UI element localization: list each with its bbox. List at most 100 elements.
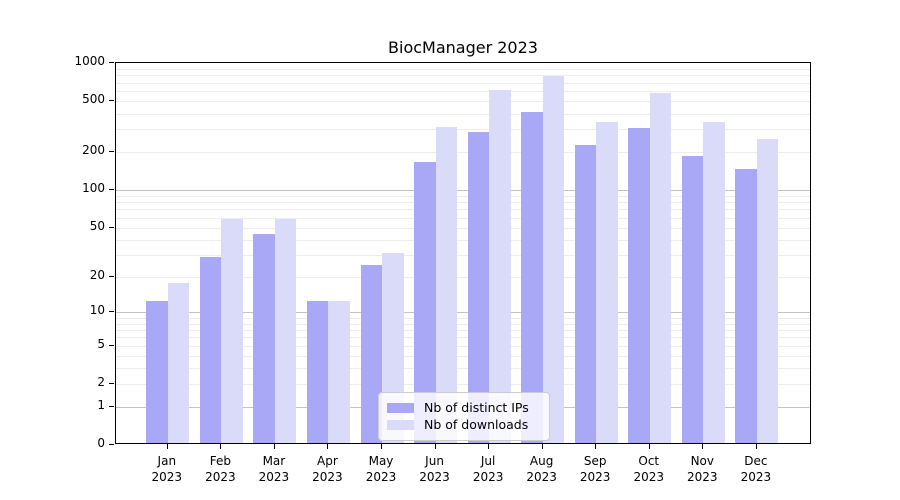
bar-nov-downloads — [703, 122, 725, 443]
x-tick-label-feb: Feb 2023 — [205, 454, 236, 484]
y-tick — [109, 150, 114, 152]
bar-dec-distinct-ips — [735, 168, 757, 443]
bar-nov-distinct-ips — [681, 155, 704, 443]
gridline-minor — [116, 276, 810, 278]
gridline-minor — [116, 217, 810, 219]
gridline-minor — [116, 337, 810, 339]
y-tick-label: 10 — [89, 303, 105, 318]
bar-feb-distinct-ips — [199, 256, 222, 443]
legend: Nb of distinct IPs Nb of downloads — [378, 392, 550, 441]
x-tick-label-jan: Jan 2023 — [151, 454, 183, 484]
x-tick-label-dec: Dec 2023 — [740, 454, 772, 484]
y-tick — [109, 383, 114, 385]
x-tick-label-oct: Oct 2023 — [633, 454, 665, 484]
x-tick — [327, 444, 329, 449]
gridline-minor — [116, 368, 810, 370]
bar-apr-distinct-ips — [306, 301, 329, 443]
bar-mar-distinct-ips — [253, 233, 275, 443]
gridline-major — [116, 189, 810, 191]
gridline-minor — [116, 239, 810, 241]
bar-jun-downloads — [435, 127, 458, 443]
gridline-minor — [116, 323, 810, 325]
gridline-minor — [116, 195, 810, 197]
gridline-minor — [116, 75, 810, 77]
legend-row: Nb of downloads — [387, 416, 539, 433]
x-tick-label-apr: Apr 2023 — [312, 454, 343, 484]
x-tick-label-may: May 2023 — [365, 454, 397, 484]
legend-row: Nb of distinct IPs — [387, 399, 539, 416]
bar-aug-downloads — [542, 76, 565, 443]
bar-sep-distinct-ips — [574, 144, 597, 443]
y-tick-label: 20 — [89, 267, 105, 282]
gridline-minor — [116, 356, 810, 357]
y-tick — [109, 344, 114, 346]
x-tick — [381, 444, 382, 449]
y-tick-label: 5 — [97, 336, 105, 351]
x-tick-label-nov: Nov 2023 — [687, 454, 718, 484]
x-tick — [220, 444, 222, 449]
bar-aug-distinct-ips — [521, 111, 543, 443]
y-tick — [109, 188, 114, 190]
x-tick — [273, 444, 275, 449]
x-tick — [488, 444, 490, 449]
x-tick-label-jun: Jun 2023 — [419, 454, 450, 484]
gridline-minor — [116, 91, 810, 93]
y-tick — [109, 405, 114, 407]
bar-oct-downloads — [649, 92, 672, 443]
gridline-major — [116, 312, 810, 314]
gridline-minor — [116, 255, 810, 257]
y-tick-label: 2 — [97, 375, 105, 390]
chart-title: BiocManager 2023 — [388, 38, 538, 57]
y-tick-label: 1000 — [74, 54, 105, 68]
gridline-minor — [116, 101, 810, 103]
gridline-minor — [116, 345, 810, 347]
x-tick — [595, 444, 597, 449]
bar-may-distinct-ips — [360, 265, 382, 443]
gridline-minor — [116, 384, 810, 386]
gridline-minor — [116, 68, 810, 70]
distinct-ips-swatch — [387, 402, 414, 413]
x-tick — [755, 444, 757, 449]
bar-feb-downloads — [221, 218, 243, 443]
bar-jun-distinct-ips — [414, 162, 436, 443]
legend-label-downloads: Nb of downloads — [424, 417, 529, 432]
x-tick — [541, 444, 543, 449]
y-tick-label: 50 — [89, 218, 105, 233]
plot-area — [115, 62, 811, 444]
y-tick — [109, 275, 114, 277]
y-tick-label: 1 — [97, 397, 105, 412]
downloads-swatch — [387, 419, 414, 430]
bar-apr-downloads — [328, 301, 350, 443]
bar-mar-downloads — [274, 218, 297, 443]
bar-jan-distinct-ips — [146, 301, 168, 443]
x-tick — [648, 444, 650, 449]
x-tick — [434, 444, 436, 449]
y-tick-label: 200 — [82, 142, 105, 157]
gridline-minor — [116, 151, 810, 153]
gridline-minor — [116, 317, 810, 319]
gridline-minor — [116, 82, 810, 84]
gridline-minor — [116, 330, 810, 332]
gridline-minor — [116, 227, 810, 229]
bar-jul-downloads — [489, 90, 511, 443]
x-tick-label-aug: Aug 2023 — [526, 454, 557, 484]
gridline-minor — [116, 209, 810, 211]
gridline-minor — [116, 113, 810, 115]
x-tick-label-sep: Sep 2023 — [579, 454, 611, 484]
y-tick-label: 0 — [97, 436, 105, 450]
y-tick — [109, 62, 114, 63]
gridline-minor — [116, 202, 810, 204]
bar-sep-downloads — [596, 122, 618, 443]
x-tick — [166, 444, 168, 449]
bar-dec-downloads — [756, 138, 779, 443]
y-tick — [109, 444, 114, 445]
y-tick-label: 500 — [82, 92, 105, 107]
bar-oct-distinct-ips — [628, 128, 650, 443]
y-tick-label: 100 — [82, 180, 105, 195]
legend-label-distinct-ips: Nb of distinct IPs — [424, 400, 529, 415]
x-tick-label-mar: Mar 2023 — [258, 454, 290, 484]
y-tick — [109, 226, 114, 228]
bar-jan-downloads — [167, 283, 190, 443]
x-tick — [702, 444, 704, 449]
